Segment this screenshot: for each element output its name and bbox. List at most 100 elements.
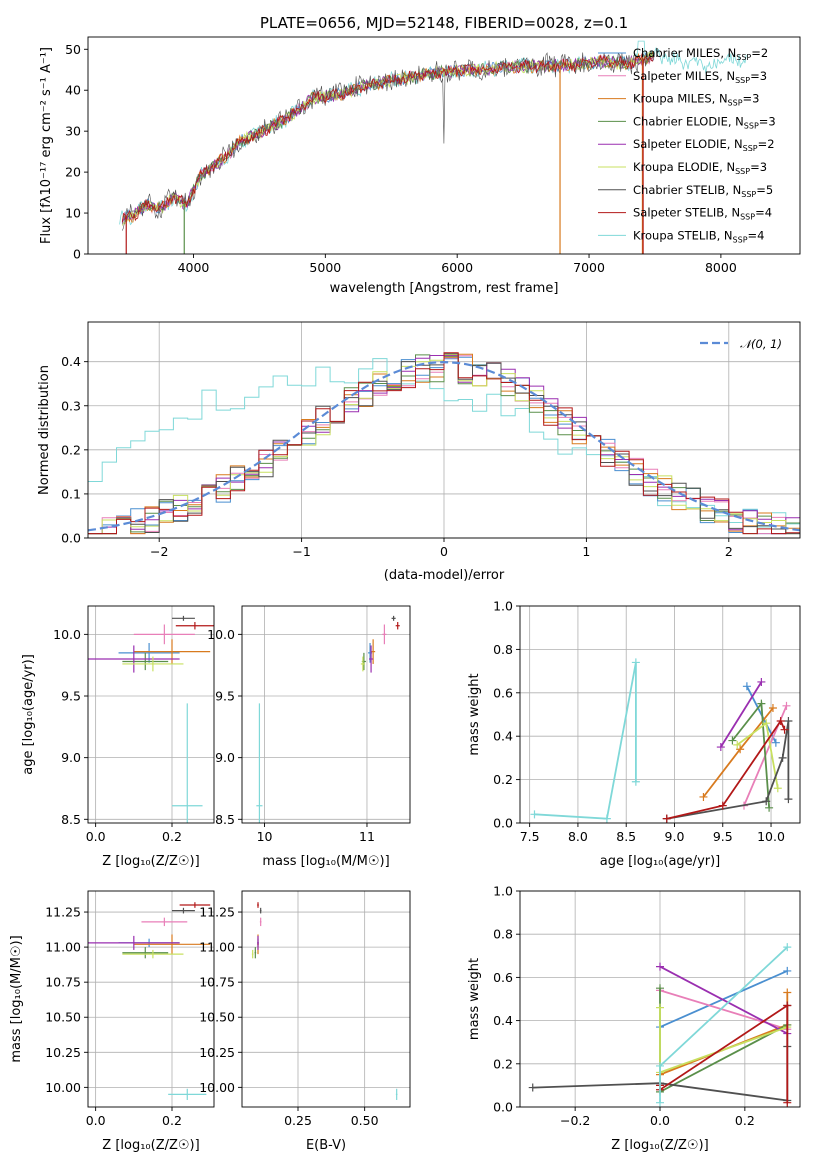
errorbar-point <box>122 652 169 671</box>
y-tick-label: 1.0 <box>493 884 513 899</box>
y-tick-label: 10.25 <box>199 1045 235 1060</box>
errorbar-point <box>179 902 211 908</box>
weight-marker <box>656 1003 664 1012</box>
chart-age-vs-Z: 0.0 0.2 8.5 9.0 9.5 10.0 Z [log₁₀(Z/Z☉)] age [l… <box>21 605 215 869</box>
x-tick-label: 2 <box>725 544 733 559</box>
errorbar-point <box>88 935 180 950</box>
legend-sub: SSP <box>735 167 750 176</box>
axes-frame <box>87 36 801 255</box>
chart-weight-vs-age: 7.5 8.0 8.5 9.0 9.5 10.0 0.0 0.2 0.4 0.6 0.8 1.0 age… <box>467 599 801 869</box>
y-tick-label: 11.00 <box>45 940 81 955</box>
weight-marker <box>656 1098 664 1107</box>
chart-age-vs-mass: 10 11 8.5 9.0 9.5 10.0 mass [log₁₀(M/M☉)] <box>207 605 411 869</box>
weight-line <box>720 681 763 748</box>
y-tick-label: 10.50 <box>45 1010 81 1025</box>
axes-frame <box>241 605 411 824</box>
x-axis-label: Z [log₁₀(Z/Z☉)] <box>102 1138 199 1153</box>
weight-line <box>659 1003 789 1103</box>
x-tick-label: 8000 <box>705 260 737 275</box>
errorbar-point <box>133 624 195 645</box>
errorbar-point <box>133 934 211 955</box>
errorbar-point <box>122 656 184 672</box>
x-tick-label: 9.0 <box>665 829 685 844</box>
x-axis-label: Z [log₁₀(Z/Z☉)] <box>611 1138 708 1153</box>
legend-entry: 𝒩(0, 1) <box>740 337 782 351</box>
weight-marker <box>728 736 737 745</box>
plot-area <box>251 902 398 1100</box>
y-tick-label: 0.0 <box>493 816 513 831</box>
axes-frame <box>519 605 801 824</box>
y-tick-label: 50 <box>65 42 81 57</box>
legend-sub: SSP <box>736 53 751 62</box>
y-tick-label: 0.0 <box>493 1100 513 1115</box>
x-tick-label: 0.25 <box>284 1113 312 1128</box>
legend-entry: Chabrier MILES, NSSP=2 <box>633 46 768 62</box>
errorbar-point <box>122 947 169 959</box>
weight-line <box>534 662 637 820</box>
errorbar-point <box>369 645 374 673</box>
weight-marker <box>765 803 774 812</box>
chart-mass-vs-EBV: 0.25 0.50 10.00 10.25 10.50 10.75 11.00 11.25 E(… <box>199 890 411 1153</box>
y-tick-label: 0.3 <box>61 398 81 413</box>
weight-marker <box>784 795 793 804</box>
y-tick-label: 0.4 <box>493 1013 513 1028</box>
weight-series-kroupa-stelib <box>530 658 640 823</box>
legend-entry: Salpeter MILES, NSSP=3 <box>633 69 767 85</box>
weight-marker <box>762 719 771 728</box>
errorbar-point <box>172 615 195 621</box>
weight-series-salpeter-stelib <box>656 1001 792 1107</box>
weight-marker <box>757 677 766 686</box>
y-tick-label: 20 <box>65 165 81 180</box>
x-tick-label: 7000 <box>573 260 605 275</box>
y-tick-label: 0.4 <box>61 354 81 369</box>
y-axis-label: Normed distribution <box>37 365 52 495</box>
legend-entry: Kroupa MILES, NSSP=3 <box>633 92 759 108</box>
plot-area <box>530 658 793 823</box>
y-tick-label: 11.25 <box>199 905 235 920</box>
y-tick-label: 0.4 <box>493 729 513 744</box>
x-tick-label: 5000 <box>309 260 341 275</box>
weight-marker <box>757 699 766 708</box>
weight-marker <box>773 784 782 793</box>
weight-line <box>659 946 788 1103</box>
y-tick-label: 10 <box>65 206 81 221</box>
x-tick-label: 10.0 <box>757 829 785 844</box>
x-tick-label: 0.0 <box>650 1113 670 1128</box>
errorbar-point <box>395 622 400 630</box>
y-tick-label: 0.1 <box>61 486 81 501</box>
weight-marker <box>784 717 793 726</box>
legend-end: =4 <box>755 206 772 220</box>
x-tick-label: 0.2 <box>162 1113 182 1128</box>
weight-marker <box>530 810 539 819</box>
weight-marker <box>656 1061 664 1070</box>
legend-end: =4 <box>748 228 765 242</box>
plot-area <box>88 352 800 535</box>
x-tick-label: 0.2 <box>735 1113 755 1128</box>
y-tick-label: 9.5 <box>61 689 81 704</box>
errorbar-point <box>382 624 387 645</box>
normal-curve <box>88 360 800 532</box>
plot-area <box>88 615 214 823</box>
chart-spectrum: 4000 5000 6000 7000 8000 0 10 20 30 40 50 PLATE=065… <box>39 14 801 296</box>
plot-area <box>528 943 792 1107</box>
weight-marker <box>631 658 640 667</box>
legend-entry: Salpeter STELIB, NSSP=4 <box>633 206 772 222</box>
weight-marker <box>776 717 785 726</box>
x-tick-label: 4000 <box>178 260 210 275</box>
legend-label: Kroupa STELIB, N <box>633 228 733 242</box>
legend-sub: SSP <box>743 144 758 153</box>
legend-sub: SSP <box>728 99 743 108</box>
chart-residuals: −2 −1 0 1 2 0.0 0.1 0.2 0.3 0.4 𝒩(0, 1) (data-model… <box>37 321 801 583</box>
chart-mass-vs-Z: 0.0 0.2 10.00 10.25 10.50 10.75 11.00 11.25 Z [l… <box>9 890 215 1153</box>
y-tick-label: 10.50 <box>199 1010 235 1025</box>
weight-series-chabrier-elodie <box>728 699 774 812</box>
plot-area <box>256 615 400 823</box>
x-tick-label: 0.0 <box>86 829 106 844</box>
spectrum-line-kroupa-stelib <box>119 40 747 226</box>
y-axis-label: age [log₁₀(age/yr)] <box>21 654 36 775</box>
x-axis-label: age [log₁₀(age/yr)] <box>600 854 721 869</box>
legend-label: Salpeter MILES, N <box>633 69 735 83</box>
weight-series-salpeter-elodie <box>716 677 766 752</box>
x-tick-label: 6000 <box>441 260 473 275</box>
weight-marker <box>742 682 751 691</box>
